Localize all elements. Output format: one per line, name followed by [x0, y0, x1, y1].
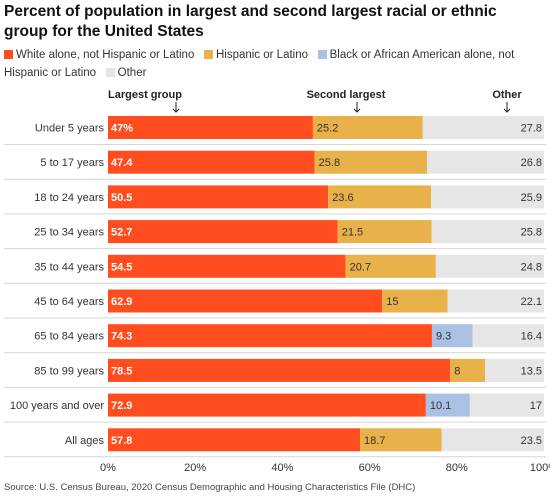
bar-segment-other	[472, 324, 544, 348]
category-label: 65 to 84 years	[34, 331, 104, 343]
bar-segment-hispanic	[382, 289, 448, 313]
bar-segment-white	[108, 358, 451, 382]
bar-segment-black	[431, 324, 473, 348]
x-tick-label: 20%	[184, 462, 206, 474]
data-label-second: 25.8	[319, 157, 340, 169]
bar-segment-hispanic	[360, 428, 442, 452]
data-label-largest: 52.7	[111, 227, 132, 239]
bar-segment-other	[422, 116, 544, 139]
data-label-other: 17	[530, 400, 542, 412]
bar-segment-hispanic	[314, 150, 428, 174]
legend-label-white: White alone, not Hispanic or Latino	[16, 49, 195, 61]
data-label-largest: 78.5	[111, 365, 132, 377]
legend-label-other: Other	[117, 67, 147, 79]
data-label-other: 13.5	[521, 365, 542, 377]
x-tick-label: 80%	[446, 462, 468, 474]
bar-segment-other	[447, 289, 544, 313]
data-label-other: 22.1	[521, 296, 542, 308]
bar-segment-hispanic	[312, 116, 423, 139]
category-label: 45 to 64 years	[34, 296, 104, 308]
data-label-second: 15	[386, 296, 398, 308]
data-label-largest: 54.5	[111, 261, 132, 273]
data-label-other: 23.5	[521, 435, 542, 447]
category-label: 18 to 24 years	[34, 192, 104, 204]
bar-segment-white	[108, 324, 432, 348]
bar-segment-other	[427, 150, 544, 174]
legend-swatch-other	[105, 68, 115, 77]
data-label-second: 9.3	[436, 331, 451, 343]
data-label-largest: 57.8	[111, 435, 132, 447]
data-label-other: 25.9	[521, 192, 542, 204]
legend-item-hispanic: Hispanic or Latino	[203, 49, 309, 61]
data-label-other: 26.8	[521, 157, 542, 169]
legend-swatch-hispanic	[203, 50, 213, 59]
data-label-other: 25.8	[521, 227, 542, 239]
bar-segment-other	[485, 358, 544, 382]
x-tick-label: 0%	[100, 462, 116, 474]
bar-segment-other	[441, 428, 544, 452]
category-label: Under 5 years	[35, 123, 105, 135]
category-label: 25 to 34 years	[34, 227, 104, 239]
legend-label-black: Black or African American alone, not His…	[4, 49, 515, 79]
bar-segment-white	[108, 116, 313, 139]
annotation-other: Other	[492, 89, 522, 101]
source-note: Source: U.S. Census Bureau, 2020 Census …	[4, 482, 416, 493]
data-label-other: 24.8	[521, 261, 542, 273]
data-label-second: 8	[454, 365, 460, 377]
bar-segment-other	[469, 393, 544, 417]
stacked-bar-chart: Largest group Second largest Other Under 5 …	[4, 89, 550, 474]
bar-segment-hispanic	[345, 254, 436, 278]
legend-label-hispanic: Hispanic or Latino	[215, 49, 309, 61]
annotation-largest-group: Largest group	[108, 89, 182, 101]
data-label-largest: 50.5	[111, 192, 132, 204]
arrow-other-icon	[503, 102, 511, 113]
category-label: 100 years and over	[10, 400, 105, 412]
bar-segment-hispanic	[337, 220, 432, 244]
category-label: 5 to 17 years	[40, 157, 104, 169]
bar-segment-white	[108, 428, 361, 452]
data-label-other: 16.4	[521, 331, 542, 343]
data-label-largest: 47.4	[111, 157, 133, 169]
bar-segment-white	[108, 150, 315, 174]
data-label-largest: 62.9	[111, 296, 132, 308]
legend-swatch-black	[317, 50, 327, 59]
bar-segment-white	[108, 254, 346, 278]
legend-item-black: Black or African American alone, not His…	[4, 49, 514, 79]
x-tick-label: 100%	[530, 462, 550, 474]
data-label-largest: 72.9	[111, 400, 132, 412]
arrow-largest-icon	[172, 102, 180, 113]
legend-item-other: Other	[105, 67, 147, 79]
data-label-second: 10.1	[430, 400, 451, 412]
bar-segment-white	[108, 393, 426, 417]
data-label-second: 21.5	[342, 227, 363, 239]
category-label: 35 to 44 years	[34, 261, 104, 273]
bar-segment-white	[108, 289, 383, 313]
bar-segment-other	[431, 220, 544, 244]
data-label-second: 25.2	[317, 123, 338, 135]
arrow-second-icon	[353, 102, 361, 113]
bar-segment-hispanic	[450, 358, 486, 382]
bar-segment-black	[425, 393, 470, 417]
bar-segment-other	[435, 254, 544, 278]
data-label-second: 18.7	[364, 435, 385, 447]
bar-segment-hispanic	[328, 185, 432, 209]
data-label-largest: 74.3	[111, 331, 132, 343]
bar-segment-other	[431, 185, 544, 209]
data-label-second: 20.7	[350, 261, 371, 273]
chart-title: Percent of population in largest and sec…	[4, 3, 497, 40]
x-tick-label: 60%	[359, 462, 381, 474]
bar-segment-white	[108, 220, 338, 244]
annotation-second-largest: Second largest	[307, 89, 386, 101]
data-label-second: 23.6	[332, 192, 353, 204]
x-tick-label: 40%	[271, 462, 293, 474]
bar-segment-white	[108, 185, 329, 209]
data-label-other: 27.8	[521, 123, 542, 135]
category-label: All ages	[65, 435, 105, 447]
legend-item-white: White alone, not Hispanic or Latino	[4, 49, 194, 61]
category-label: 85 to 99 years	[34, 365, 104, 377]
legend: White alone, not Hispanic or Latino Hisp…	[4, 46, 544, 82]
legend-swatch-white	[4, 50, 13, 59]
data-label-largest: 47%	[111, 123, 133, 135]
